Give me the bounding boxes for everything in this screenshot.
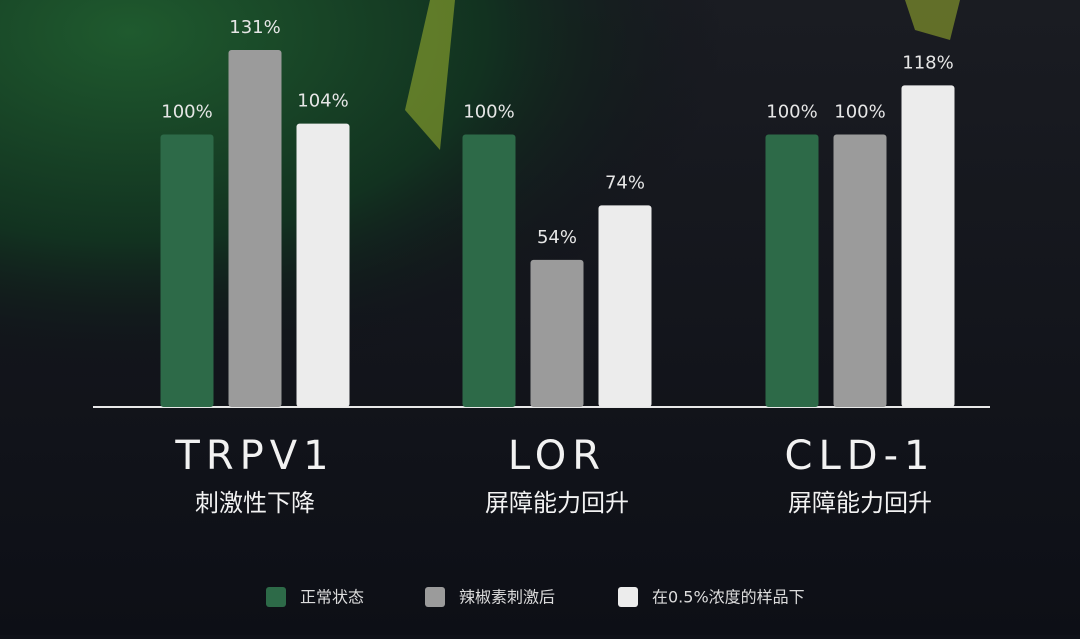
value-label: 100% <box>834 101 885 122</box>
category-label: CLD-1 <box>785 433 936 479</box>
value-label: 100% <box>463 101 514 122</box>
bar <box>833 134 887 408</box>
bar <box>530 259 584 407</box>
background-shape <box>905 0 960 40</box>
category-description: 刺激性下降 <box>195 489 315 517</box>
value-label: 54% <box>537 227 577 248</box>
legend-label: 正常状态 <box>300 588 364 607</box>
value-label: 131% <box>229 17 280 38</box>
legend-label: 在0.5%浓度的样品下 <box>652 588 805 607</box>
value-label: 100% <box>766 101 817 122</box>
value-label: 104% <box>297 91 348 112</box>
bar <box>160 134 214 408</box>
value-label: 118% <box>902 52 953 73</box>
category-label: LOR <box>508 433 606 479</box>
background-shape <box>405 0 455 150</box>
value-label: 100% <box>161 101 212 122</box>
legend-swatch <box>425 587 445 607</box>
value-label: 74% <box>605 172 645 193</box>
bar <box>462 134 516 408</box>
category-label: TRPV1 <box>174 433 334 479</box>
legend-swatch <box>266 587 286 607</box>
category-description: 屏障能力回升 <box>485 489 629 517</box>
legend-swatch <box>618 587 638 607</box>
legend-label: 辣椒素刺激后 <box>459 588 555 607</box>
bar <box>901 85 955 407</box>
bar <box>598 205 652 407</box>
category-description: 屏障能力回升 <box>788 489 932 517</box>
bar <box>296 123 350 408</box>
bar <box>765 134 819 408</box>
bar <box>228 50 282 407</box>
